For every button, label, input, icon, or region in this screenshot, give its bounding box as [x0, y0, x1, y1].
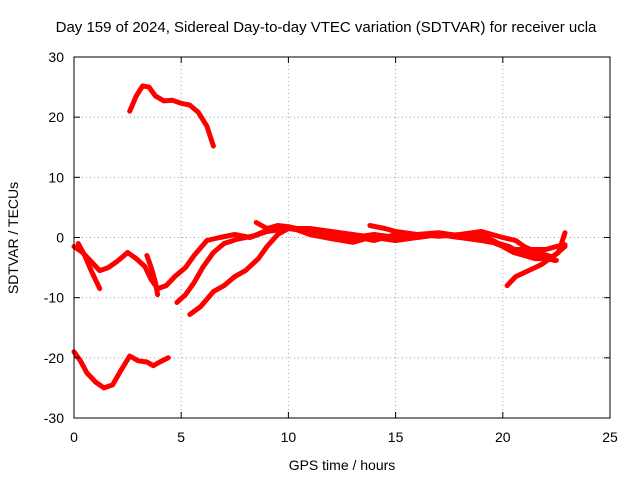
y-tick-label: 0: [56, 230, 64, 246]
chart-title: Day 159 of 2024, Sidereal Day-to-day VTE…: [56, 19, 597, 36]
y-tick-label: 20: [48, 109, 64, 125]
y-axis-label: SDTVAR / TECUs: [5, 182, 21, 294]
series-line-track-2: [71, 349, 171, 391]
series-line-track-1: [127, 83, 216, 149]
x-tick-label: 25: [602, 429, 618, 445]
x-tick-label: 20: [495, 429, 511, 445]
series-line-track-7: [187, 226, 557, 317]
y-tick-label: -30: [44, 410, 64, 426]
axis-ticks: 0 5 10 15 20 25 -30 -20 -10 0 10 20 30: [44, 49, 618, 445]
x-tick-label: 5: [177, 429, 185, 445]
x-tick-label: 0: [70, 429, 78, 445]
series-line-track-5: [144, 253, 161, 298]
y-tick-label: 30: [48, 49, 64, 65]
series-line-track-8: [253, 220, 366, 245]
x-axis-label: GPS time / hours: [289, 457, 396, 473]
y-tick-label: -10: [44, 290, 64, 306]
series-line-track-10: [504, 244, 568, 289]
y-tick-label: 10: [48, 169, 64, 185]
series-line-track-4: [75, 241, 103, 292]
data-series: [71, 83, 568, 391]
x-tick-label: 15: [388, 429, 404, 445]
y-tick-label: -20: [44, 350, 64, 366]
x-tick-label: 10: [281, 429, 297, 445]
